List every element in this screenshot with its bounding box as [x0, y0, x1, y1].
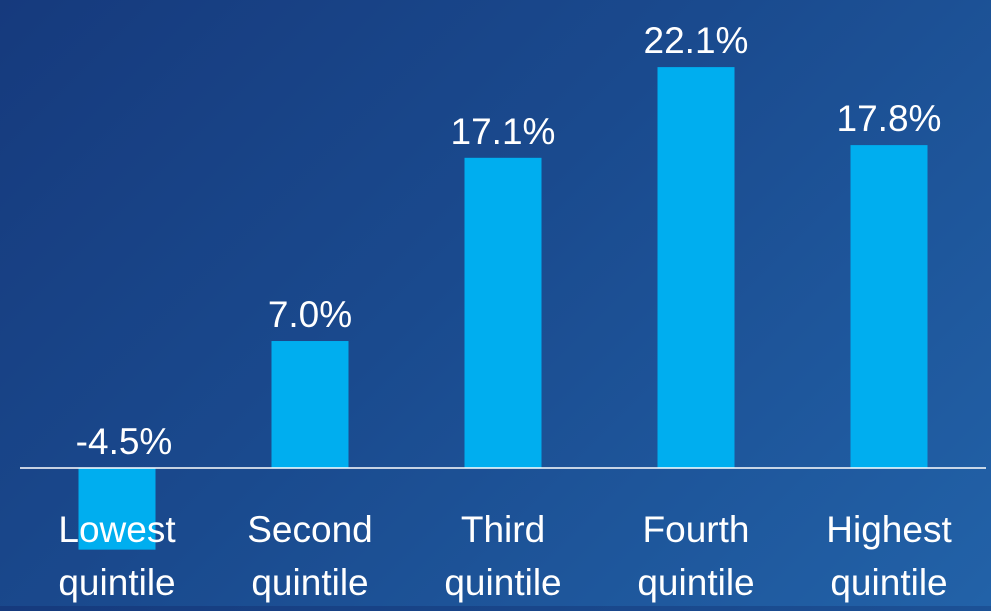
category-label-1-line-0: Second [247, 509, 373, 550]
category-label-3-line-1: quintile [637, 562, 754, 603]
bar-0 [78, 468, 156, 550]
category-label-1-line-1: quintile [251, 562, 368, 603]
category-label-3-line-0: Fourth [643, 509, 750, 550]
value-label-0: -4.5% [76, 421, 173, 462]
category-label-4-line-1: quintile [830, 562, 947, 603]
bar-4 [850, 145, 928, 468]
labels-layer: -4.5% Lowest quintile 7.0% Second quintile 17.… [58, 20, 952, 603]
category-label-2-line-0: Third [461, 509, 545, 550]
category-label-0-line-1: quintile [58, 562, 175, 603]
value-label-2: 17.1% [451, 111, 556, 152]
bar-3 [657, 67, 735, 468]
bar-2 [464, 157, 542, 468]
category-label-4-line-0: Highest [826, 509, 952, 550]
value-label-4: 17.8% [837, 98, 942, 139]
value-label-3: 22.1% [644, 20, 749, 61]
category-label-0-line-0: Lowest [58, 509, 176, 550]
bars-layer [78, 67, 928, 550]
value-label-1: 7.0% [268, 294, 352, 335]
bar-1 [271, 341, 349, 468]
category-label-2-line-1: quintile [444, 562, 561, 603]
